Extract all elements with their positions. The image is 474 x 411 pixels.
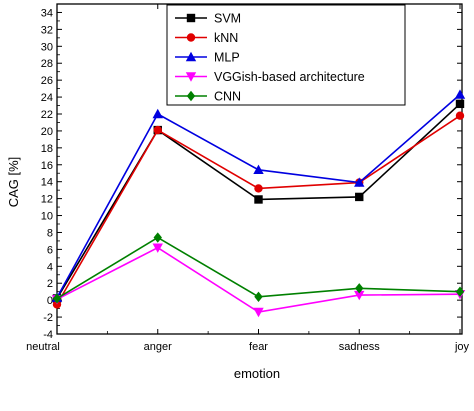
series-layer — [51, 89, 466, 318]
data-point — [354, 290, 365, 301]
legend-marker — [185, 51, 197, 62]
legend-box — [166, 4, 406, 106]
y-tick-label: 12 — [41, 194, 53, 206]
y-tick-label: 4 — [47, 261, 53, 273]
y-tick-label: 34 — [41, 7, 53, 19]
legend-label: CNN — [214, 90, 241, 104]
legend-entry: MLP — [175, 51, 240, 65]
y-tick-label: 10 — [41, 211, 53, 223]
series-line — [56, 115, 461, 305]
data-point — [254, 184, 263, 193]
data-point — [153, 232, 162, 243]
y-tick-label: 0 — [47, 295, 53, 307]
data-point — [152, 108, 163, 119]
x-tick-label: neutral — [26, 341, 60, 353]
legend-label: kNN — [214, 31, 238, 45]
y-tick-label: 14 — [41, 177, 53, 189]
legend-marker — [186, 33, 196, 42]
data-point — [355, 283, 364, 294]
y-tick-label: 2 — [47, 278, 53, 290]
legend-marker — [185, 72, 197, 82]
data-point — [354, 177, 365, 187]
data-point — [455, 99, 465, 109]
y-tick-label: 32 — [41, 24, 53, 36]
data-point — [253, 164, 264, 175]
series-1 — [52, 111, 465, 309]
data-point — [254, 195, 263, 204]
y-tick-label: 18 — [41, 143, 53, 155]
legend-entry: kNN — [175, 31, 238, 45]
legend-entry: CNN — [175, 90, 241, 104]
data-point — [253, 307, 264, 318]
legend: SVM kNN MLP VGGish-based architecture CNN — [166, 4, 406, 106]
y-tick-label: -2 — [43, 312, 53, 324]
legend-marker — [186, 13, 196, 23]
legend-marker — [186, 90, 196, 102]
legend-label: SVM — [214, 12, 241, 26]
series-3 — [51, 243, 466, 318]
series-4 — [52, 232, 465, 304]
y-tick-label: 28 — [41, 58, 53, 70]
x-tick-label: fear — [249, 341, 268, 353]
x-tick-label: sadness — [339, 341, 380, 353]
data-point — [455, 286, 465, 297]
data-point — [254, 291, 263, 302]
y-tick-label: -4 — [43, 329, 53, 341]
y-tick-label: 22 — [41, 109, 53, 121]
data-point — [153, 125, 162, 135]
y-tick-label: 20 — [41, 126, 53, 138]
y-tick-label: 26 — [41, 75, 53, 87]
x-tick-label: anger — [144, 341, 172, 353]
data-point — [355, 192, 364, 202]
data-point — [454, 89, 466, 99]
series-line — [56, 246, 461, 313]
y-tick-label: 24 — [41, 92, 53, 104]
legend-label: VGGish-based architecture — [214, 70, 365, 84]
plot-border — [56, 3, 463, 335]
plot-frame — [56, 3, 463, 335]
x-tick-label: joy — [454, 341, 470, 353]
data-point — [455, 111, 465, 120]
x-axis: neutral anger fear sadness joy — [26, 4, 470, 353]
y-tick-label: 30 — [41, 41, 53, 53]
data-point — [152, 243, 163, 253]
series-0 — [52, 99, 465, 303]
y-tick-label: 8 — [47, 227, 53, 239]
legend-label: MLP — [214, 51, 240, 65]
y-tick-label: 16 — [41, 160, 53, 172]
data-point — [52, 293, 62, 304]
legend-entry: SVM — [175, 12, 241, 26]
legend-entry: VGGish-based architecture — [175, 70, 365, 84]
y-tick-label: 6 — [47, 244, 53, 256]
x-axis-title: emotion — [234, 366, 280, 381]
y-axis-title: CAG [%] — [6, 157, 21, 208]
